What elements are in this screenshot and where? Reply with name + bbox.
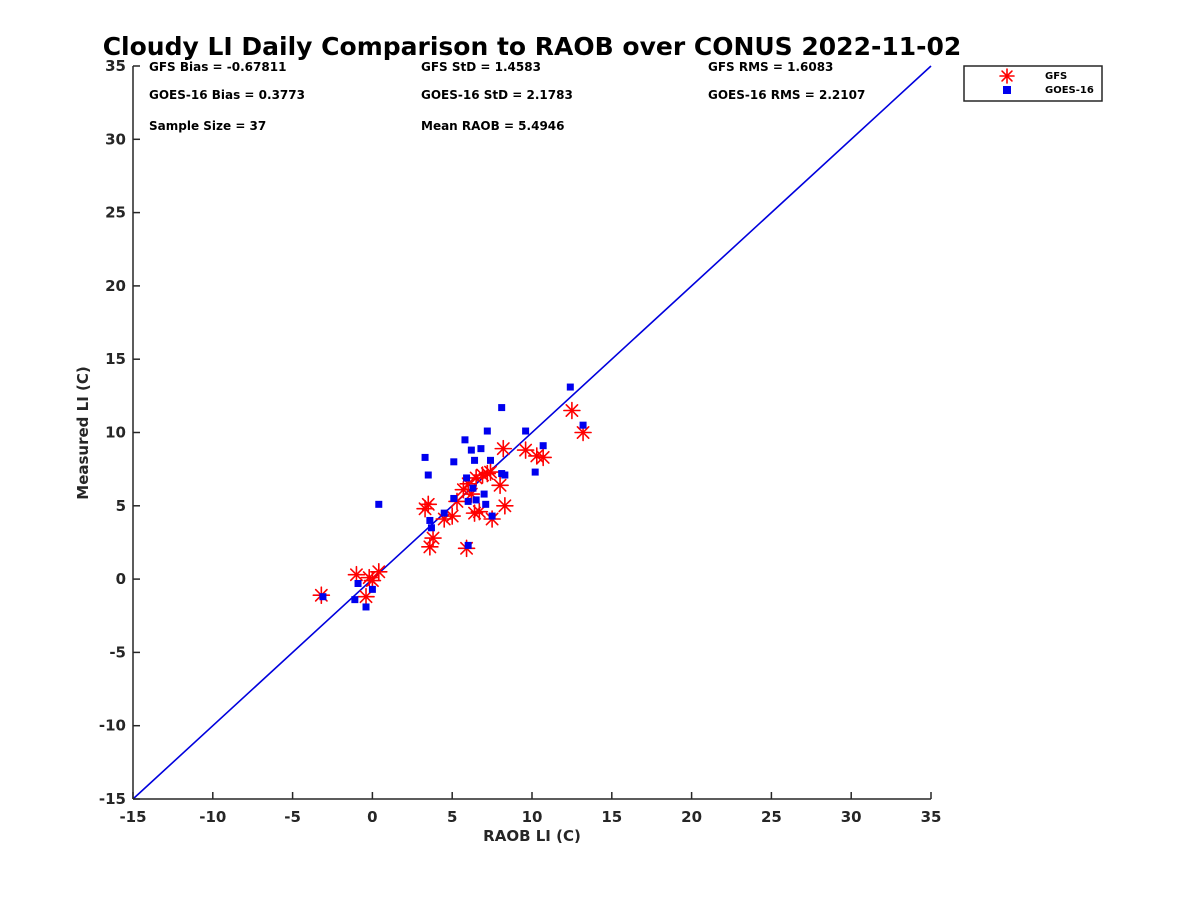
gfs-asterisk-icon [999, 68, 1015, 84]
stat-goes16-rms: GOES-16 RMS = 2.2107 [708, 88, 865, 102]
goes16-point [579, 421, 587, 429]
stat-gfs-std: GFS StD = 1.4583 [421, 60, 541, 74]
goes16-point [463, 474, 471, 482]
x-tick-label: 25 [761, 808, 782, 826]
goes16-point [351, 596, 359, 604]
x-tick-label: 15 [601, 808, 622, 826]
gfs-point [470, 502, 489, 521]
y-tick-label: -10 [99, 717, 126, 735]
gfs-point [574, 423, 592, 442]
x-tick-label: 35 [921, 808, 942, 826]
gfs-point [481, 463, 500, 481]
goes16-point [472, 496, 480, 504]
y-tick-label: 10 [105, 424, 126, 442]
reference-line-layer [132, 65, 932, 800]
goes16-point [427, 524, 435, 532]
goes16-point [464, 541, 472, 549]
gfs-point [534, 448, 552, 467]
x-tick-label: 0 [367, 808, 377, 826]
goes16-point [424, 471, 432, 479]
stat-goes16-std: GOES-16 StD = 2.1783 [421, 88, 573, 102]
goes16-point [450, 458, 458, 466]
gfs-point [563, 401, 581, 420]
goes16-point [467, 446, 475, 454]
goes16-point [319, 593, 327, 601]
goes16-point [487, 456, 495, 464]
y-tick-label: 5 [116, 497, 126, 515]
x-tick-label: 20 [681, 808, 702, 826]
goes16-point [522, 427, 530, 435]
legend-goes16-label: GOES-16 [1045, 85, 1094, 96]
goes16-point [539, 442, 547, 450]
goes16-point [471, 456, 479, 464]
goes16-point [450, 494, 458, 502]
y-tick-label: 35 [105, 57, 126, 75]
goes16-point [375, 500, 383, 508]
one-to-one-line [132, 65, 932, 800]
x-tick-label: -5 [284, 808, 301, 826]
goes16-point [421, 453, 429, 461]
goes16-point [498, 404, 506, 412]
x-tick-label: 10 [522, 808, 543, 826]
stat-goes16-bias: GOES-16 Bias = 0.3773 [149, 88, 305, 102]
goes16-point [566, 383, 574, 391]
y-tick-label: 25 [105, 204, 126, 222]
legend: GFS GOES-16 [963, 65, 1103, 102]
stats-block: GFS Bias = -0.67811 GFS StD = 1.4583 GFS… [149, 60, 865, 133]
y-tick-label: 0 [116, 570, 126, 588]
gfs-point [467, 469, 485, 487]
goes16-point [354, 579, 362, 587]
x-tick-label: -10 [199, 808, 226, 826]
goes16-point [488, 512, 496, 520]
goes16-point [440, 509, 448, 517]
gfs-point [369, 562, 388, 581]
legend-gfs-label: GFS [1045, 71, 1067, 82]
goes16-point [426, 516, 434, 524]
x-axis-ticks: -15 -10 -5 0 5 10 15 20 25 30 35 [119, 792, 941, 826]
gfs-point [416, 499, 434, 518]
gfs-point [491, 476, 509, 495]
legend-goes16-marker-icon [1003, 86, 1011, 94]
y-tick-label: -15 [99, 790, 126, 808]
legend-gfs-marker-icon [999, 68, 1015, 84]
gfs-point [494, 439, 513, 458]
gfs-point [496, 496, 514, 515]
y-axis-label: Measured LI (C) [74, 366, 92, 499]
x-axis-label: RAOB LI (C) [483, 827, 581, 845]
goes16-point [469, 484, 477, 492]
gfs-point [424, 529, 442, 547]
legend-box [963, 65, 1103, 102]
goes16-point [368, 585, 376, 593]
stat-mean-raob: Mean RAOB = 5.4946 [421, 119, 565, 133]
y-tick-label: 30 [105, 130, 126, 148]
goes16-point [483, 427, 491, 435]
y-tick-label: -5 [109, 643, 126, 661]
goes16-point [501, 471, 509, 479]
data-points-layer [312, 383, 592, 611]
goes16-point [477, 445, 485, 453]
x-tick-label: -15 [119, 808, 146, 826]
y-tick-label: 15 [105, 350, 126, 368]
stat-gfs-bias: GFS Bias = -0.67811 [149, 60, 286, 74]
goes16-point [480, 490, 488, 498]
goes16-point [461, 436, 469, 444]
goes16-point [464, 497, 472, 505]
goes16-point [362, 603, 370, 611]
chart-title: Cloudy LI Daily Comparison to RAOB over … [103, 32, 962, 61]
goes16-point [482, 500, 490, 508]
gfs-point [357, 587, 375, 606]
x-tick-label: 5 [447, 808, 457, 826]
y-axis-ticks: -15 -10 -5 0 5 10 15 20 25 30 35 [99, 57, 140, 808]
x-tick-label: 30 [841, 808, 862, 826]
stat-gfs-rms: GFS RMS = 1.6083 [708, 60, 833, 74]
gfs-point [419, 495, 438, 514]
stat-sample-size: Sample Size = 37 [149, 119, 266, 133]
gfs-point [443, 507, 462, 525]
y-tick-label: 20 [105, 277, 126, 295]
goes16-point [531, 468, 539, 476]
